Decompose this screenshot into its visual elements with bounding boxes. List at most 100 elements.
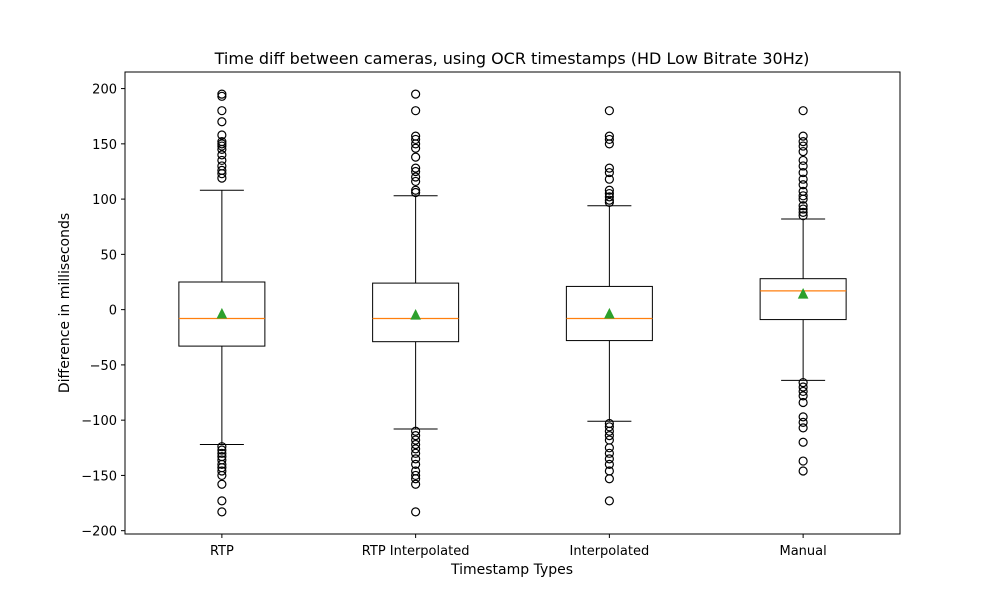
box-group [759, 106, 847, 476]
mean-marker [410, 309, 421, 320]
outlier-point [411, 172, 421, 182]
outlier-point [411, 176, 421, 187]
outlier-point [411, 479, 421, 489]
outlier-point [411, 152, 421, 162]
outlier-point [217, 150, 227, 160]
outlier-point [604, 192, 614, 202]
outlier-point [217, 91, 227, 101]
outlier-point [798, 167, 808, 178]
outlier-point [411, 134, 421, 145]
mean-marker [604, 307, 615, 319]
outlier-point [217, 130, 227, 140]
outlier-point [411, 444, 421, 454]
outlier-point [604, 422, 614, 432]
iqr-box [372, 282, 460, 343]
outlier-point [411, 426, 421, 436]
y-tick-label: 50 [100, 248, 117, 263]
outlier-point [604, 163, 614, 173]
x-tick-label: RTP [210, 544, 234, 559]
x-tick-label: Manual [780, 544, 827, 559]
outlier-point [217, 496, 227, 506]
outlier-point [411, 166, 421, 177]
outlier-point [411, 459, 421, 469]
outlier-point [798, 137, 808, 147]
outlier-point [604, 496, 614, 506]
outlier-point [411, 454, 421, 464]
outlier-point [411, 143, 421, 153]
outlier-point [604, 139, 614, 149]
outlier-point [798, 412, 808, 422]
outlier-point [411, 470, 421, 481]
outlier-point [411, 187, 421, 198]
outlier-point [798, 161, 808, 171]
outlier-point [604, 459, 614, 469]
iqr-box [178, 281, 266, 347]
x-tick-label: RTP Interpolated [362, 544, 470, 559]
outlier-point [411, 439, 421, 450]
outlier-point [604, 443, 614, 453]
outlier-point [217, 173, 227, 183]
outlier-point [798, 382, 808, 392]
outlier-point [217, 144, 227, 154]
outlier-point [411, 139, 421, 149]
x-axis-label: Timestamp Types [450, 562, 573, 578]
outlier-point [604, 174, 614, 184]
y-tick-label: −150 [81, 469, 117, 484]
outlier-point [411, 474, 421, 484]
y-tick-label: 100 [92, 193, 117, 208]
outlier-point [411, 507, 421, 517]
plot-area [178, 89, 847, 517]
outlier-point [604, 188, 614, 199]
outlier-point [217, 155, 227, 166]
outlier-point [798, 204, 808, 214]
outlier-point [798, 377, 808, 388]
outlier-point [798, 423, 808, 433]
plot-frame [124, 71, 901, 535]
outlier-point [217, 479, 227, 489]
outlier-point [604, 197, 614, 208]
outlier-point [604, 448, 614, 458]
mean-marker [216, 307, 228, 319]
y-tick-label: 150 [92, 138, 117, 153]
outlier-point [217, 169, 227, 179]
chart-title: Time diff between cameras, using OCR tim… [214, 49, 810, 68]
outlier-point [604, 134, 614, 145]
outlier-point [217, 442, 227, 452]
outlier-point [217, 470, 227, 481]
outlier-point [798, 391, 808, 401]
box-group [372, 89, 460, 517]
outlier-point [798, 201, 808, 211]
x-tick-label: Interpolated [570, 544, 650, 559]
outlier-point [604, 106, 614, 116]
y-axis: −200 −150 −100 −50 0 50 100 150 200 [81, 83, 125, 540]
outlier-point [798, 180, 808, 190]
y-tick-label: −100 [81, 414, 117, 429]
outlier-point [604, 185, 614, 195]
outlier-point [798, 437, 808, 447]
outlier-point [798, 155, 808, 166]
iqr-box [565, 285, 653, 342]
outlier-point [798, 456, 808, 466]
iqr-box [759, 278, 847, 321]
outlier-point [411, 106, 421, 116]
outlier-point [411, 89, 421, 99]
outlier-point [798, 191, 808, 201]
outlier-point [217, 106, 227, 116]
outlier-point [604, 474, 614, 484]
outlier-point [217, 445, 227, 455]
box-group [565, 106, 653, 506]
outlier-point [798, 417, 808, 427]
x-axis: RTP RTP Interpolated Interpolated Manual [210, 534, 827, 559]
outlier-point [604, 454, 614, 464]
y-tick-label: −200 [81, 525, 117, 540]
outlier-point [798, 131, 808, 141]
outlier-point [798, 466, 808, 476]
outlier-point [798, 141, 808, 151]
y-tick-label: −50 [90, 359, 117, 374]
outlier-point [411, 435, 421, 445]
outlier-point [217, 507, 227, 517]
outlier-point [798, 211, 808, 221]
outlier-point [798, 194, 808, 204]
outlier-point [604, 426, 614, 436]
outlier-point [798, 386, 808, 397]
